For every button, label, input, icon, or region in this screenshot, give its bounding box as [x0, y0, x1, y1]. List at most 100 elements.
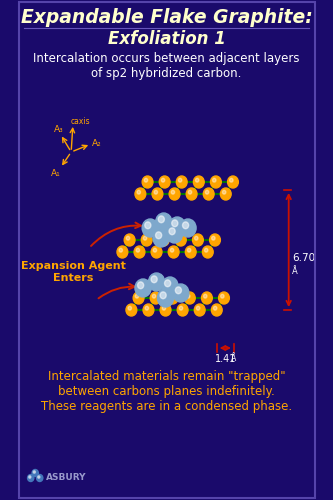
Circle shape: [173, 284, 189, 302]
Circle shape: [126, 236, 130, 240]
Circle shape: [209, 234, 220, 246]
Circle shape: [211, 304, 222, 316]
Circle shape: [153, 229, 169, 247]
Circle shape: [37, 474, 43, 482]
Circle shape: [133, 292, 144, 304]
Circle shape: [169, 188, 180, 200]
Circle shape: [165, 280, 171, 286]
Circle shape: [162, 277, 178, 295]
Circle shape: [162, 306, 166, 310]
Circle shape: [149, 273, 165, 291]
Circle shape: [160, 292, 166, 298]
Circle shape: [142, 219, 159, 237]
Circle shape: [38, 476, 40, 478]
Circle shape: [212, 178, 216, 182]
Circle shape: [185, 246, 196, 258]
Text: ASBURY: ASBURY: [46, 472, 87, 482]
Circle shape: [186, 294, 190, 298]
Circle shape: [213, 306, 217, 310]
Circle shape: [195, 178, 199, 182]
Text: 6.70: 6.70: [292, 253, 315, 263]
Circle shape: [151, 246, 162, 258]
Circle shape: [142, 176, 153, 188]
Circle shape: [204, 248, 208, 252]
Circle shape: [150, 292, 161, 304]
Circle shape: [186, 188, 197, 200]
Circle shape: [177, 304, 188, 316]
Circle shape: [152, 188, 163, 200]
Circle shape: [177, 236, 181, 240]
Circle shape: [210, 176, 221, 188]
Circle shape: [193, 176, 204, 188]
Circle shape: [169, 228, 175, 234]
Circle shape: [169, 217, 185, 235]
Circle shape: [178, 178, 182, 182]
Circle shape: [153, 248, 157, 252]
Circle shape: [156, 213, 172, 231]
Text: Expandable Flake Graphite:: Expandable Flake Graphite:: [21, 8, 312, 27]
Circle shape: [134, 246, 145, 258]
Text: A₃: A₃: [54, 124, 64, 134]
Circle shape: [194, 304, 205, 316]
Circle shape: [160, 304, 171, 316]
Circle shape: [179, 306, 183, 310]
Circle shape: [202, 246, 213, 258]
Circle shape: [205, 190, 209, 194]
Circle shape: [169, 294, 173, 298]
Circle shape: [32, 470, 38, 476]
Circle shape: [143, 304, 154, 316]
Circle shape: [136, 248, 140, 252]
Circle shape: [145, 306, 149, 310]
Circle shape: [194, 236, 198, 240]
Circle shape: [220, 188, 231, 200]
Text: A₂: A₂: [92, 140, 101, 148]
Circle shape: [203, 188, 214, 200]
Circle shape: [151, 276, 157, 282]
Text: Å: Å: [231, 354, 236, 363]
Circle shape: [128, 306, 132, 310]
Circle shape: [212, 236, 215, 240]
Circle shape: [144, 178, 148, 182]
Circle shape: [175, 234, 186, 246]
Circle shape: [158, 216, 165, 222]
Circle shape: [161, 178, 165, 182]
Circle shape: [196, 306, 200, 310]
Circle shape: [203, 294, 207, 298]
Text: Intercalated materials remain "trapped"
between carbons planes indefinitely.
The: Intercalated materials remain "trapped" …: [41, 370, 292, 413]
Circle shape: [138, 282, 144, 288]
Text: 1.41: 1.41: [215, 354, 236, 364]
Circle shape: [167, 292, 178, 304]
Circle shape: [180, 219, 196, 237]
Circle shape: [119, 248, 123, 252]
Circle shape: [188, 190, 192, 194]
Circle shape: [230, 178, 233, 182]
Circle shape: [158, 289, 173, 307]
Circle shape: [159, 234, 169, 246]
Circle shape: [156, 232, 162, 238]
Text: Å: Å: [292, 267, 298, 276]
Text: caxis: caxis: [70, 118, 90, 126]
Text: Intercalation occurs between adjacent layers
of sp2 hybridized carbon.: Intercalation occurs between adjacent la…: [33, 52, 300, 80]
Circle shape: [33, 471, 35, 473]
Circle shape: [218, 292, 229, 304]
Circle shape: [143, 236, 147, 240]
Circle shape: [145, 222, 151, 228]
Circle shape: [221, 294, 224, 298]
Circle shape: [227, 176, 238, 188]
Circle shape: [166, 225, 182, 243]
Circle shape: [184, 292, 195, 304]
Circle shape: [222, 190, 226, 194]
Circle shape: [154, 190, 158, 194]
Circle shape: [168, 246, 179, 258]
Circle shape: [152, 294, 156, 298]
Circle shape: [176, 176, 187, 188]
Circle shape: [159, 176, 170, 188]
Circle shape: [161, 236, 164, 240]
Circle shape: [201, 292, 212, 304]
Circle shape: [187, 248, 191, 252]
Circle shape: [175, 287, 181, 294]
Circle shape: [126, 304, 137, 316]
Circle shape: [135, 279, 151, 297]
Circle shape: [29, 476, 31, 478]
Text: Expansion Agent
Enters: Expansion Agent Enters: [21, 261, 126, 283]
